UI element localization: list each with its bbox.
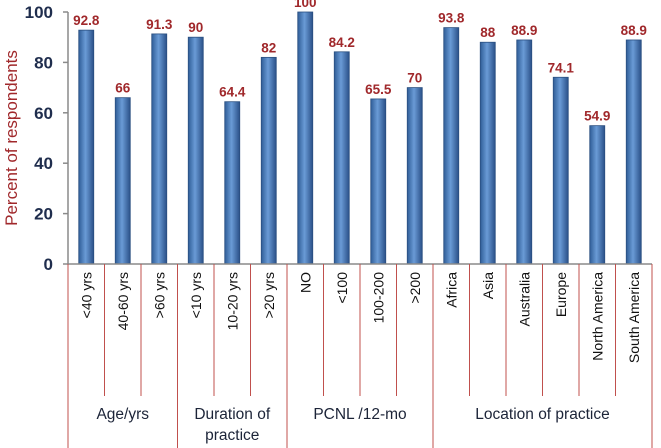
y-tick-label: 0	[44, 255, 53, 274]
bar-series	[78, 11, 642, 265]
x-category-label: >200	[407, 272, 423, 304]
x-category-label: Australia	[516, 272, 532, 327]
bar	[479, 41, 496, 265]
data-label: 54.9	[584, 109, 610, 124]
y-tick-label: 60	[34, 104, 53, 123]
y-tick-label: 80	[34, 53, 53, 72]
x-category-label: NO	[297, 272, 313, 293]
data-label: 90	[188, 20, 203, 35]
bar	[114, 97, 131, 265]
x-category-label: >60 yrs	[151, 272, 167, 318]
data-label: 92.8	[73, 13, 100, 28]
x-category-label: 100-200	[370, 272, 386, 324]
bar	[187, 36, 204, 265]
x-category-label: <100	[334, 272, 350, 304]
x-category-label: Africa	[443, 272, 459, 308]
y-axis-label: Percent of respondents	[2, 50, 21, 226]
x-category-label: Europe	[553, 272, 569, 317]
group-label: Duration of	[194, 406, 271, 423]
data-label: 74.1	[548, 60, 575, 75]
data-label: 66	[115, 81, 131, 96]
bar	[260, 56, 277, 265]
data-label: 88.9	[621, 23, 647, 38]
x-category-label: <40 yrs	[78, 272, 94, 318]
x-category-label: <10 yrs	[188, 272, 204, 318]
x-category-label: 10-20 yrs	[224, 272, 240, 330]
group-label: Location of practice	[475, 406, 609, 423]
data-label: 70	[407, 71, 422, 86]
bar	[297, 11, 314, 265]
x-category-label: >20 yrs	[261, 272, 277, 318]
x-category-label: Asia	[480, 272, 496, 299]
group-label: Age/yrs	[96, 406, 149, 423]
group-label: practice	[205, 427, 259, 444]
data-labels: 92.8 66 91.3 90 64.4 82 100 84.2 65.5 70 93.8 88 88.…	[73, 0, 647, 124]
bar	[406, 87, 423, 265]
y-tick-label: 40	[34, 154, 53, 173]
data-label: 88	[480, 25, 496, 40]
bar	[333, 51, 350, 265]
bar	[443, 27, 460, 265]
bar	[589, 125, 606, 265]
bar	[370, 98, 387, 265]
x-category-label: 40-60 yrs	[115, 272, 131, 330]
y-tick-label: 20	[34, 205, 53, 224]
bar	[151, 33, 168, 265]
data-label: 93.8	[438, 11, 465, 26]
y-tick-label: 100	[25, 3, 53, 22]
data-label: 64.4	[219, 85, 246, 100]
data-label: 88.9	[511, 23, 537, 38]
data-label: 91.3	[146, 17, 173, 32]
x-axis: <40 yrs 40-60 yrs >60 yrs <10 yrs 10-20 yrs >…	[67, 263, 653, 448]
bar	[552, 76, 569, 265]
bar	[516, 39, 533, 265]
x-category-label: South America	[626, 272, 642, 363]
group-label: PCNL /12-mo	[313, 406, 406, 423]
bar	[224, 101, 241, 265]
x-category-label: North America	[589, 272, 605, 361]
bar	[78, 29, 95, 265]
data-label: 100	[294, 0, 317, 10]
data-label: 65.5	[365, 82, 392, 97]
y-axis: 0 20 40 60 80 100	[25, 3, 69, 274]
data-label: 82	[261, 40, 276, 55]
bar	[625, 39, 642, 265]
data-label: 84.2	[329, 35, 355, 50]
